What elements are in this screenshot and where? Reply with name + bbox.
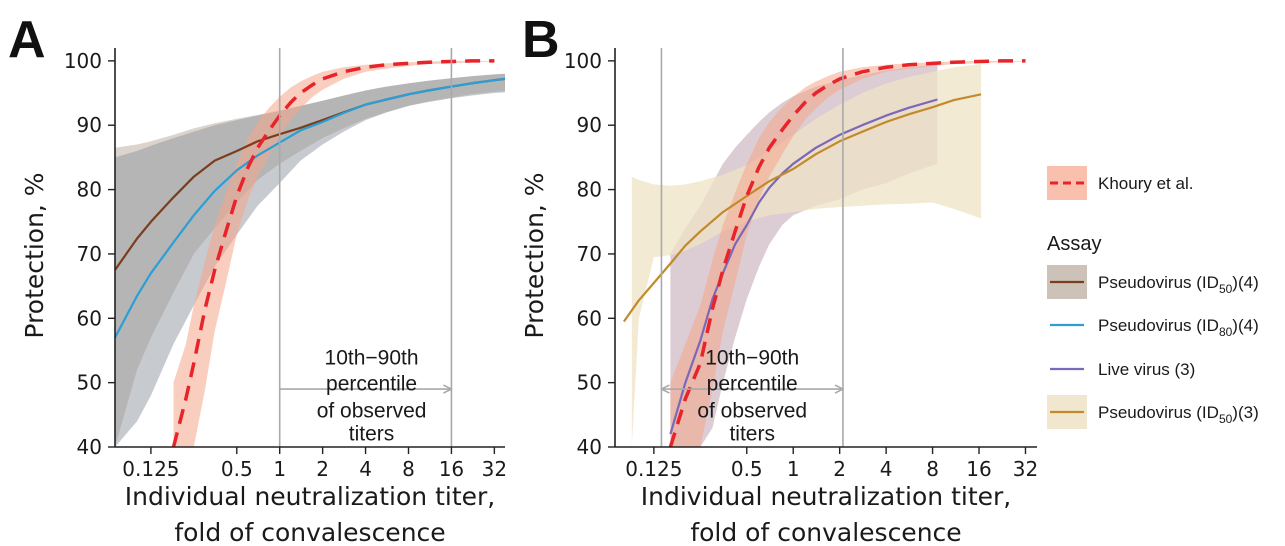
percentile-annotation: titers — [729, 423, 775, 446]
legend-title: Assay — [1047, 233, 1101, 255]
x-axis-title: fold of convalescence — [174, 518, 445, 546]
y-tick-label: 80 — [577, 178, 602, 202]
y-tick-label: 70 — [77, 242, 102, 266]
plot-area — [115, 59, 505, 447]
y-tick-label: 50 — [577, 371, 602, 395]
legend-label: Pseudovirus (ID50)(4) — [1098, 273, 1259, 296]
percentile-annotation: 10th−90th — [325, 347, 419, 370]
y-tick-label: 40 — [577, 435, 602, 459]
panel-letter: A — [8, 11, 46, 69]
legend-label: Khoury et al. — [1098, 174, 1193, 193]
legend-label: Pseudovirus (ID50)(3) — [1098, 403, 1259, 426]
y-tick-label: 100 — [64, 49, 102, 73]
legend-label: Pseudovirus (ID80)(4) — [1098, 316, 1259, 339]
x-tick-label: 16 — [966, 457, 991, 481]
x-tick-label: 2 — [833, 457, 846, 481]
y-tick-label: 60 — [77, 306, 102, 330]
legend: Assay Khoury et al. Pseudovirus (ID50)(4) P… — [1047, 166, 1259, 429]
band-pv50_3 — [631, 64, 982, 447]
percentile-annotation: of observed — [317, 399, 427, 422]
x-tick-label: 4 — [880, 457, 893, 481]
band-khoury — [670, 60, 1026, 447]
percentile-annotation: 10th−90th — [705, 347, 799, 370]
panel-letter: B — [522, 11, 560, 69]
x-tick-label: 0.125 — [122, 457, 179, 481]
series-line-pv50_3 — [623, 93, 982, 323]
x-tick-label: 0.5 — [731, 457, 763, 481]
x-axis-title: fold of convalescence — [690, 518, 961, 546]
x-tick-label: 8 — [926, 457, 939, 481]
y-tick-label: 90 — [77, 113, 102, 137]
y-axis-title: Protection, % — [520, 172, 549, 338]
percentile-annotation: titers — [349, 423, 395, 446]
x-tick-label: 1 — [273, 457, 286, 481]
x-tick-label: 8 — [402, 457, 415, 481]
y-tick-label: 100 — [564, 49, 602, 73]
x-tick-label: 0.5 — [221, 457, 253, 481]
plot-area — [623, 59, 1026, 447]
x-tick-label: 32 — [482, 457, 507, 481]
y-tick-label: 70 — [577, 242, 602, 266]
x-tick-label: 32 — [1013, 457, 1038, 481]
percentile-annotation: of observed — [697, 399, 807, 422]
series-line-live_3 — [669, 98, 938, 435]
y-axis-title: Protection, % — [20, 172, 49, 338]
percentile-annotation: percentile — [326, 372, 417, 395]
x-tick-label: 16 — [439, 457, 464, 481]
series-line-khoury — [171, 59, 495, 447]
y-tick-label: 90 — [577, 113, 602, 137]
percentile-annotation: percentile — [707, 372, 798, 395]
y-tick-label: 80 — [77, 178, 102, 202]
x-tick-label: 1 — [787, 457, 800, 481]
series-line-khoury — [668, 59, 1026, 447]
y-tick-label: 50 — [77, 371, 102, 395]
x-axis-title: Individual neutralization titer, — [641, 482, 1012, 511]
x-axis-title: Individual neutralization titer, — [125, 482, 496, 511]
y-tick-label: 60 — [577, 306, 602, 330]
series-line-pv80_4 — [115, 77, 505, 339]
legend-label: Live virus (3) — [1098, 360, 1195, 379]
x-tick-label: 0.125 — [625, 457, 682, 481]
x-tick-label: 4 — [359, 457, 372, 481]
y-tick-label: 40 — [77, 435, 102, 459]
band-pv80_4 — [115, 73, 505, 447]
x-tick-label: 2 — [316, 457, 329, 481]
